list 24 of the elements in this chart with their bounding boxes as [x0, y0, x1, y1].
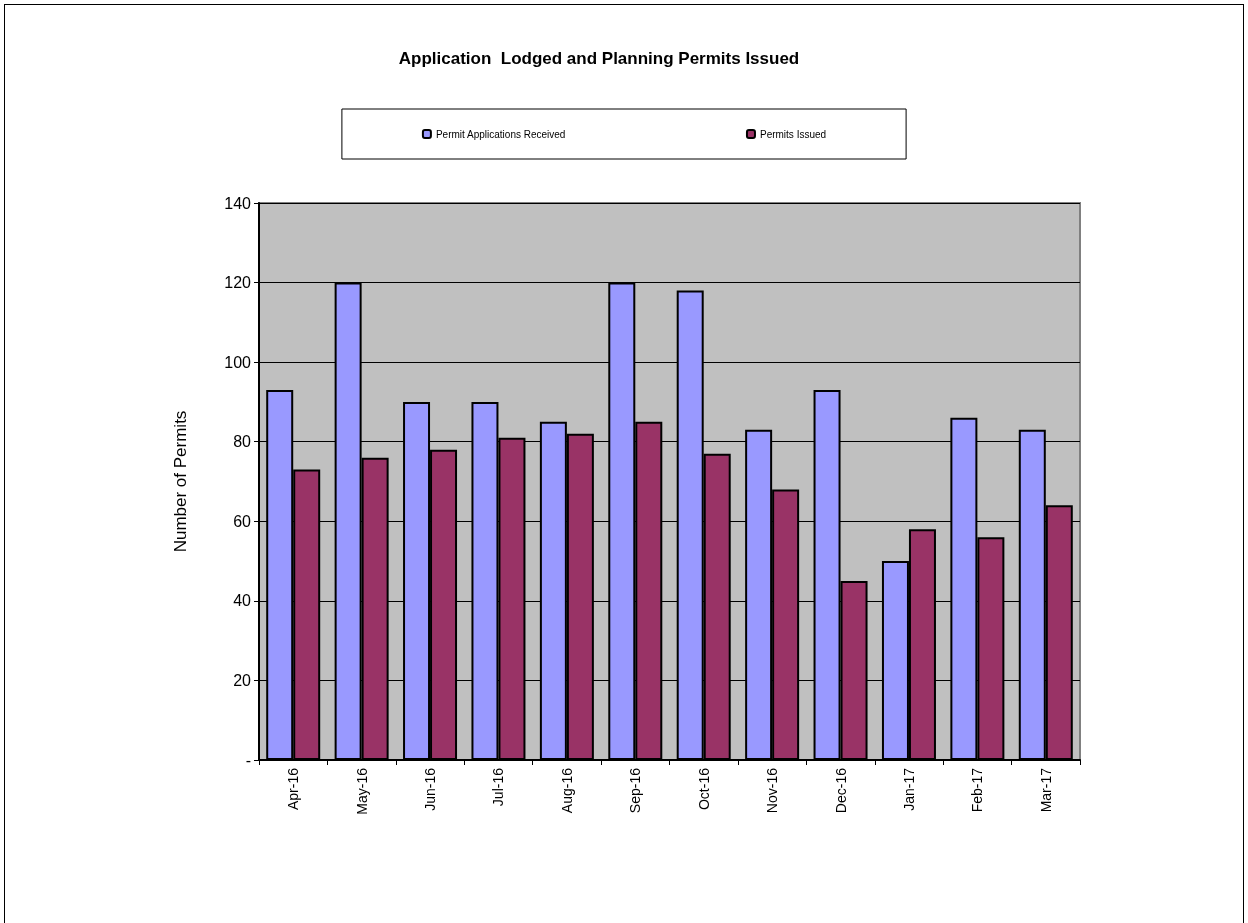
y-tick-label: 80	[233, 433, 252, 451]
x-tick-label: Mar-17	[1037, 767, 1054, 813]
legend-label: Permit Applications Received	[435, 128, 566, 140]
x-tick-label: Apr-16	[285, 767, 302, 811]
chart-title: Application Lodged and Planning Permits Issued	[398, 49, 800, 68]
y-tick-label: 20	[233, 671, 252, 689]
y-tick-label: 100	[224, 353, 252, 371]
y-axis-title: Number of Permits	[171, 410, 190, 553]
x-tick-label: Jun-16	[422, 767, 439, 811]
x-tick-label: Sep-16	[627, 767, 644, 814]
y-tick-label: -	[245, 751, 251, 769]
y-tick-label: 140	[224, 194, 252, 212]
x-tick-label: Oct-16	[695, 767, 712, 811]
y-tick-label: 40	[233, 592, 252, 610]
x-tick-label: Jul-16	[490, 767, 507, 807]
legend-label: Permits Issued	[759, 128, 827, 140]
x-tick-label: Jan-17	[900, 767, 917, 811]
x-tick-label: Feb-17	[969, 767, 986, 813]
y-tick-label: 60	[233, 512, 252, 530]
x-tick-label: Aug-16	[558, 767, 575, 814]
y-tick-label: 120	[224, 274, 252, 292]
x-tick-label: May-16	[353, 767, 370, 815]
x-tick-label: Dec-16	[832, 767, 849, 814]
x-tick-label: Nov-16	[764, 767, 781, 814]
